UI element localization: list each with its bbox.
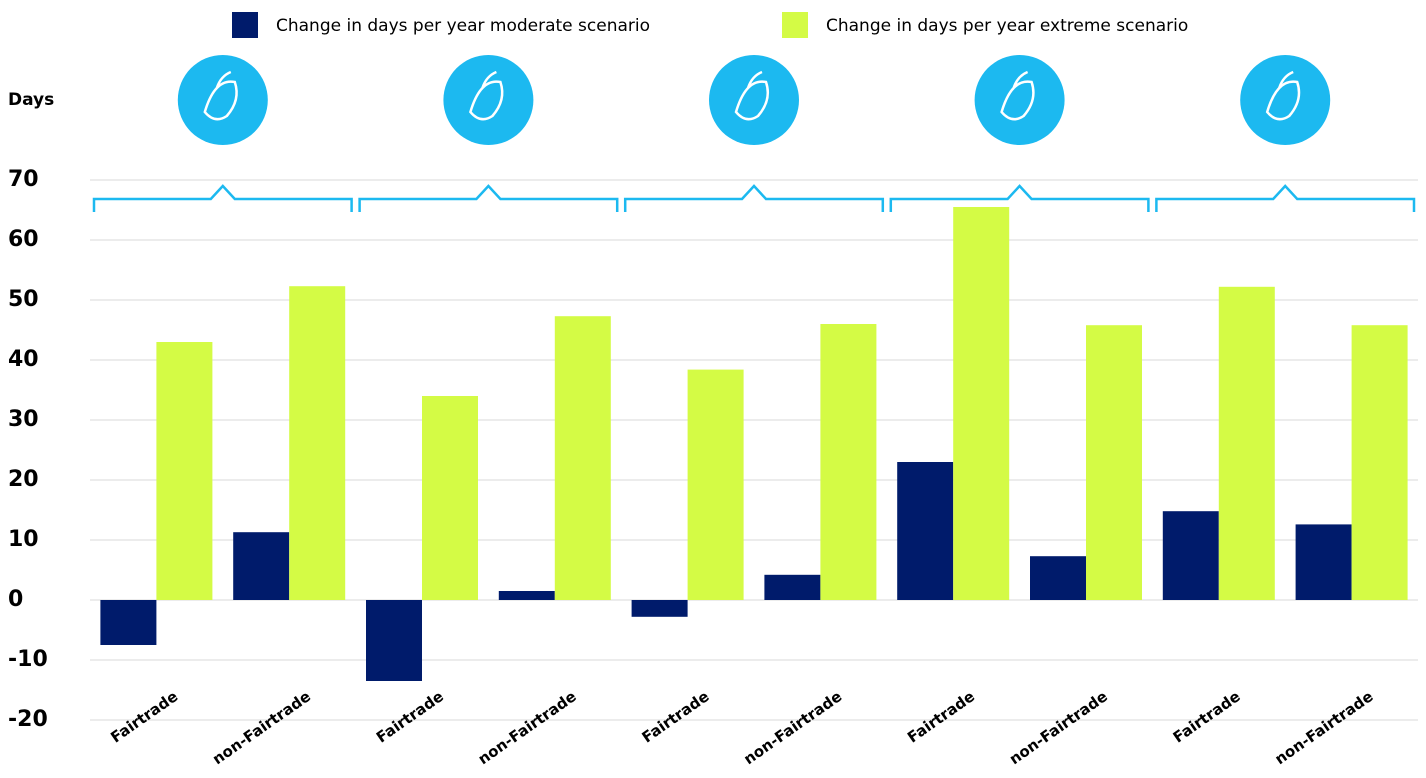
x-tick-label: Fairtrade (107, 687, 181, 746)
y-tick-label: 10 (8, 527, 39, 552)
group-bracket (1155, 184, 1416, 212)
commodity-icon (443, 55, 534, 145)
bar (233, 532, 290, 600)
commodity-icon (974, 55, 1065, 145)
x-tick-label: Fairtrade (373, 687, 447, 746)
legend-label: Change in days per year moderate scenari… (276, 16, 650, 36)
bar (1218, 286, 1275, 600)
x-tick-label: non-Fairtrade (1006, 687, 1111, 768)
bar (289, 286, 346, 600)
group-bracket (92, 184, 353, 212)
icon-circle (709, 55, 799, 145)
bar (687, 369, 744, 600)
x-tick-label: non-Fairtrade (740, 687, 845, 768)
bar (1086, 325, 1142, 600)
bar (554, 316, 611, 600)
y-tick-label: 20 (8, 467, 39, 492)
x-tick-label: non-Fairtrade (475, 687, 580, 768)
icon-circle (974, 55, 1065, 145)
icon-glyph (1000, 70, 1035, 121)
icon-glyph (469, 70, 504, 121)
y-tick-label: 70 (8, 167, 39, 192)
icon-glyph (1265, 70, 1301, 121)
bar (820, 324, 877, 600)
legend-swatch (782, 12, 808, 38)
bar (1295, 524, 1352, 600)
bar (764, 574, 821, 600)
bar (156, 342, 213, 600)
bar (953, 207, 1010, 600)
group-bracket (889, 184, 1150, 212)
y-tick-label: 40 (8, 347, 39, 372)
x-tick-label: non-Fairtrade (1272, 687, 1377, 768)
y-tick-label: 0 (8, 587, 23, 612)
commodity-icon (709, 55, 799, 145)
x-tick-label: Fairtrade (1170, 687, 1244, 746)
commodity-icon (177, 55, 268, 145)
icon-circle (1240, 55, 1331, 145)
y-tick-label: 60 (8, 227, 39, 252)
x-tick-label: non-Fairtrade (209, 687, 314, 768)
legend-swatch (232, 12, 258, 38)
x-tick-label: Fairtrade (904, 687, 978, 746)
bar (631, 600, 688, 617)
icon-glyph (734, 70, 769, 121)
bar (366, 600, 422, 681)
icons (177, 55, 1331, 145)
y-tick-label: 50 (8, 287, 39, 312)
bar (1030, 556, 1086, 600)
y-tick-label: -20 (8, 707, 48, 732)
commodity-icon (1240, 55, 1331, 145)
icon-glyph (203, 70, 238, 121)
bar (1162, 511, 1219, 600)
icon-circle (177, 55, 268, 145)
bar (897, 462, 954, 600)
bar (498, 591, 555, 600)
group-bracket (358, 184, 619, 212)
y-tick-label: 30 (8, 407, 39, 432)
group-bracket (623, 184, 885, 212)
legend-label: Change in days per year extreme scenario (826, 16, 1188, 36)
bar (100, 600, 157, 645)
bar (422, 396, 478, 600)
x-tick-label: Fairtrade (639, 687, 713, 746)
y-axis-label: Days (8, 90, 54, 110)
icon-circle (443, 55, 534, 145)
bar (1351, 325, 1408, 600)
y-tick-label: -10 (8, 647, 48, 672)
